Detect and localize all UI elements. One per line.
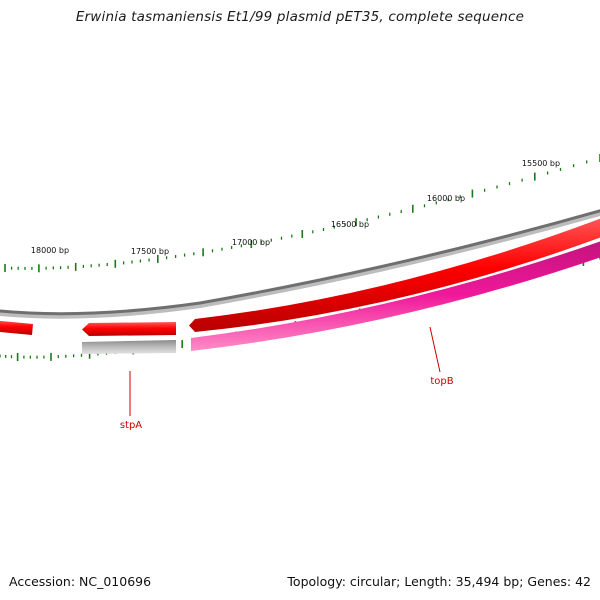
tick-label-15500: 15500 bp xyxy=(522,159,560,168)
backbone-ring-edge xyxy=(0,209,600,316)
topB-pointer-line xyxy=(429,326,441,373)
topology-text: Topology: circular; Length: 35,494 bp; G… xyxy=(287,574,591,589)
feature-grey-stpA xyxy=(82,340,176,354)
gene-topB xyxy=(191,241,600,351)
map-title: Erwinia tasmaniensis Et1/99 plasmid pET3… xyxy=(75,9,525,25)
cds-arrow-stpA xyxy=(82,322,176,336)
tick-label-16000: 16000 bp xyxy=(427,194,465,203)
backbone-ring xyxy=(0,209,600,319)
tick-label-17500: 17500 bp xyxy=(131,247,169,256)
gene-label-stpA: stpA xyxy=(120,420,142,431)
accession-text: Accession: NC_010696 xyxy=(9,574,152,589)
cds-arrow-left xyxy=(0,320,33,335)
cds-arrow-long xyxy=(189,218,600,332)
tick-label-18000: 18000 bp xyxy=(31,246,69,255)
tick-label-17000: 17000 bp xyxy=(232,238,270,247)
tick-label-16500: 16500 bp xyxy=(331,220,369,229)
gene-label-topB: topB xyxy=(430,376,453,387)
